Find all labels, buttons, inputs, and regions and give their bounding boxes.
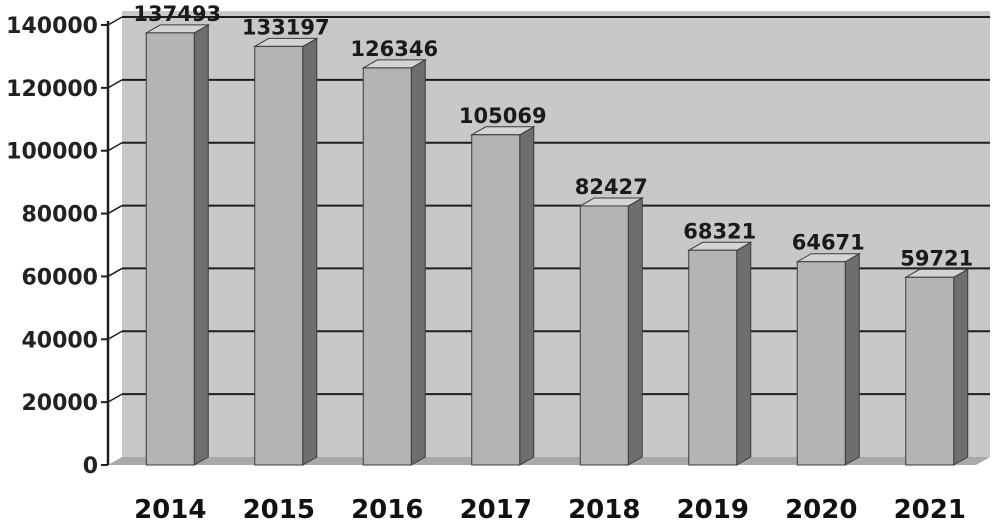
- y-tick-label: 80000: [21, 203, 98, 228]
- x-tick-label: 2015: [243, 495, 315, 522]
- y-tick-label: 120000: [6, 77, 98, 102]
- bar-side-face: [410, 59, 426, 466]
- y-tick-label: 100000: [6, 140, 98, 165]
- bar-front-face: [579, 205, 629, 466]
- bar-front-face: [362, 67, 412, 466]
- y-tick-label: 20000: [21, 391, 98, 416]
- bar: [252, 37, 319, 466]
- bar-front-face: [471, 134, 521, 466]
- y-tick-label: 140000: [6, 14, 98, 39]
- data-label: 105069: [459, 104, 547, 128]
- bar-side-face: [627, 197, 643, 466]
- bar-front-face: [905, 276, 955, 466]
- gridline-depth: [107, 204, 123, 215]
- data-label: 64671: [792, 231, 865, 255]
- bar: [469, 125, 536, 466]
- gridline-depth: [107, 393, 123, 403]
- x-tick-label: 2017: [460, 495, 532, 522]
- x-tick-label: 2020: [785, 495, 857, 522]
- y-tick-label: 40000: [21, 328, 98, 353]
- y-tick-label: 0: [83, 454, 98, 479]
- bar-side-face: [736, 241, 752, 466]
- bar-front-face: [688, 249, 738, 466]
- bar-side-face: [844, 252, 860, 466]
- data-label: 126346: [350, 37, 438, 61]
- chart-floor: [108, 457, 990, 465]
- bar-side-face: [302, 37, 318, 466]
- bar-side-face: [519, 125, 535, 466]
- x-tick-label: 2021: [894, 495, 966, 522]
- gridline-depth: [107, 142, 123, 152]
- gridline-depth: [107, 330, 123, 340]
- bar: [578, 197, 645, 466]
- bar: [795, 252, 862, 466]
- data-labels: 137493 133197 126346 105069 82427 68321 64671 5…: [133, 2, 973, 270]
- y-axis-ticks: 0 20000 40000 60000 80000 100000 120000 140000: [6, 14, 108, 479]
- bars: [144, 24, 970, 466]
- gridline-depth: [107, 267, 123, 278]
- data-label: 133197: [242, 15, 330, 39]
- data-label: 137493: [133, 2, 221, 26]
- data-label: 59721: [900, 246, 973, 270]
- floor-panel: [108, 457, 990, 465]
- data-label: 82427: [575, 175, 648, 199]
- bar-front-face: [145, 32, 195, 466]
- bar: [144, 24, 211, 466]
- gridline-depth: [107, 16, 123, 26]
- bar-side-face: [953, 268, 969, 466]
- x-tick-label: 2014: [134, 495, 206, 522]
- bar: [686, 241, 753, 466]
- x-tick-label: 2019: [677, 495, 749, 522]
- x-axis-ticks: 2014 2015 2016 2017 2018 2019 2020 2021: [134, 495, 966, 522]
- bar-front-face: [254, 45, 304, 466]
- bar-side-face: [193, 24, 209, 466]
- y-tick-label: 60000: [21, 265, 98, 290]
- bar: [903, 268, 970, 466]
- x-tick-label: 2016: [351, 495, 423, 522]
- bar: [361, 59, 428, 466]
- bar-front-face: [796, 261, 846, 466]
- gridline-depth: [107, 79, 123, 89]
- data-label: 68321: [683, 219, 756, 243]
- x-tick-label: 2018: [568, 495, 640, 522]
